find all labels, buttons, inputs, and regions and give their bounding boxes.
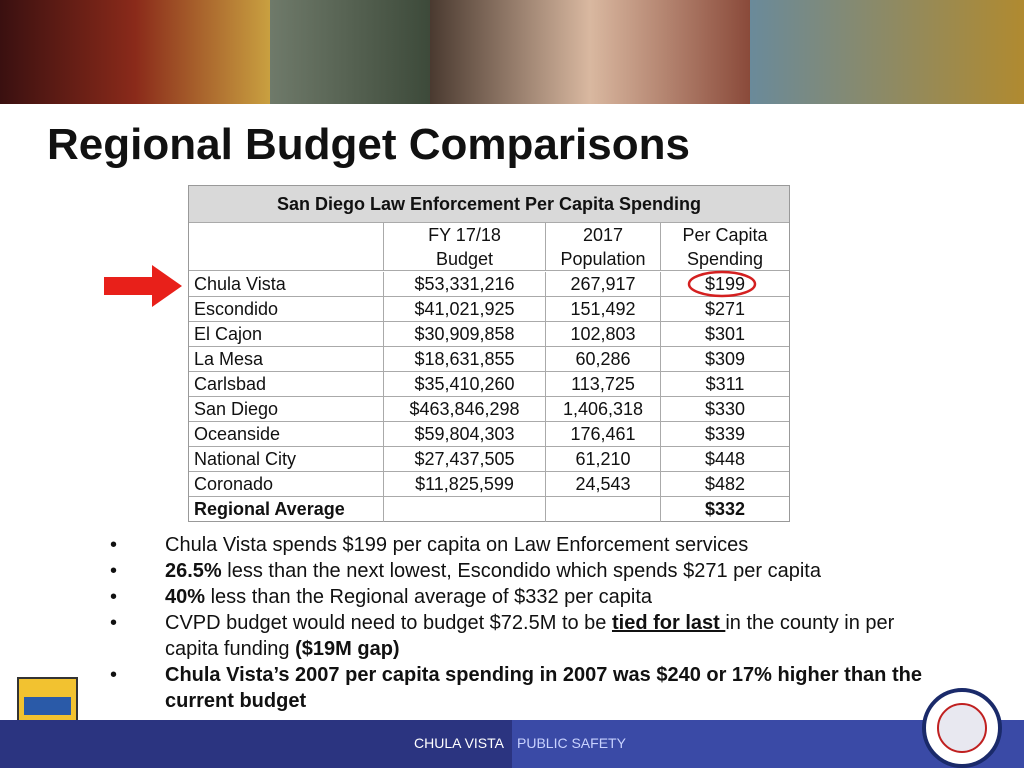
bullet-text: less than the next lowest, Escondido whi… xyxy=(221,560,821,582)
bullet: • 40% less than the Regional average of $… xyxy=(110,584,953,610)
bullet-text: 26.5% xyxy=(165,560,222,582)
photo-banner xyxy=(0,0,1024,104)
bullet: • CVPD budget would need to budget $72.5M… xyxy=(110,610,953,662)
table-cell: $332 xyxy=(704,499,746,519)
bullet: • 26.5% less than the next lowest, Escond… xyxy=(110,558,953,584)
footer-text: CHULA VISTA xyxy=(414,735,504,751)
table-cell: San Diego xyxy=(189,397,384,422)
arrow xyxy=(104,265,182,307)
table-cell: National City xyxy=(189,447,384,472)
badge-detail xyxy=(24,697,71,715)
header-text: FY 17/18 xyxy=(428,225,501,245)
fire-badge xyxy=(922,688,1002,768)
bullet-dot: • xyxy=(110,586,118,608)
table-cell: $271 xyxy=(661,297,789,322)
bullet-dot: • xyxy=(110,534,118,556)
table-title: San Diego Law Enforcement Per Capita Spe… xyxy=(189,186,789,223)
table-cell: 113,725 xyxy=(546,372,661,397)
header-text: 2017 xyxy=(582,225,624,245)
table-cell: $41,021,925 xyxy=(384,297,546,322)
bullet-dot: • xyxy=(110,560,118,582)
table-header-cell: Per Capita Spending xyxy=(661,223,789,271)
header-text: Spending xyxy=(686,249,764,269)
badge-detail xyxy=(937,703,987,753)
table-cell: $11,825,599 xyxy=(384,472,546,497)
bullet-text: ($19M gap) xyxy=(295,638,400,660)
photo xyxy=(270,0,430,104)
table-cell: Carlsbad xyxy=(189,372,384,397)
table-cell: $301 xyxy=(661,322,789,347)
table-cell: $35,410,260 xyxy=(384,372,546,397)
highlight xyxy=(687,270,757,298)
bullet-list: • Chula Vista spends $199 per capita on L… xyxy=(110,532,960,714)
table-cell: El Cajon xyxy=(189,322,384,347)
bullet-text: tied for last xyxy=(611,612,726,634)
table-cell: 102,803 xyxy=(546,322,661,347)
table-cell: 24,543 xyxy=(546,472,661,497)
table-cell: Coronado xyxy=(189,472,384,497)
table-cell: $448 xyxy=(661,447,789,472)
table-cell: $311 xyxy=(661,372,789,397)
bullet-dot: • xyxy=(110,612,118,634)
photo xyxy=(430,0,750,104)
table-cell: $53,331,216 xyxy=(384,272,546,297)
table-cell: Oceanside xyxy=(189,422,384,447)
table-cell: $27,437,505 xyxy=(384,447,546,472)
table-cell: 61,210 xyxy=(546,447,661,472)
table-cell xyxy=(384,497,546,522)
header-text: Population xyxy=(560,249,646,269)
table-cell xyxy=(546,497,661,522)
table-cell: $59,804,303 xyxy=(384,422,546,447)
table-header-cell xyxy=(189,223,384,271)
table: San Diego Law Enforcement Per Capita Spe… xyxy=(188,185,790,522)
bullet: • Chula Vista’s 2007 per capita spending … xyxy=(110,662,953,714)
red-arrow xyxy=(104,265,182,307)
bullet-text: in the county in per capita funding xyxy=(165,612,895,660)
table-cell: $30,909,858 xyxy=(384,322,546,347)
bullet-dot: • xyxy=(110,664,118,686)
footer-text: PUBLIC SAFETY xyxy=(517,735,626,751)
slide-title: Regional Budget Comparisons xyxy=(47,120,690,169)
table-cell: $463,846,298 xyxy=(384,397,546,422)
table-cell: Chula Vista xyxy=(189,272,384,297)
table-header-cell: 2017 Population xyxy=(546,223,661,271)
table-cell: $339 xyxy=(661,422,789,447)
photo xyxy=(750,0,1024,104)
header-text: Budget xyxy=(435,249,494,269)
footer-bar xyxy=(0,720,512,768)
bullet-text: Chula Vista spends $199 per capita on La… xyxy=(165,534,749,556)
circle-highlight xyxy=(687,270,757,298)
header-text: Per Capita xyxy=(682,225,768,245)
table-cell: $330 xyxy=(661,397,789,422)
bullet-text: Chula Vista’s 2007 per capita spending i… xyxy=(165,664,922,712)
bullet: • Chula Vista spends $199 per capita on L… xyxy=(110,532,953,558)
table-cell: $18,631,855 xyxy=(384,347,546,372)
table-cell: 1,406,318 xyxy=(546,397,661,422)
table-cell: $482 xyxy=(661,472,789,497)
bullet-text: CVPD budget would need to budget $72.5M … xyxy=(165,612,612,634)
bullet-text: less than the Regional average of $332 p… xyxy=(205,586,653,608)
table-header-cell: FY 17/18 Budget xyxy=(384,223,546,271)
bullet-text: 40% xyxy=(165,586,206,608)
table-cell: Escondido xyxy=(189,297,384,322)
table-cell: $309 xyxy=(661,347,789,372)
photo xyxy=(0,0,270,104)
table-cell: 176,461 xyxy=(546,422,661,447)
table-cell: Regional Average xyxy=(189,497,384,522)
table-cell: 267,917 xyxy=(546,272,661,297)
table-cell: 60,286 xyxy=(546,347,661,372)
table-cell: 151,492 xyxy=(546,297,661,322)
table-cell: La Mesa xyxy=(189,347,384,372)
